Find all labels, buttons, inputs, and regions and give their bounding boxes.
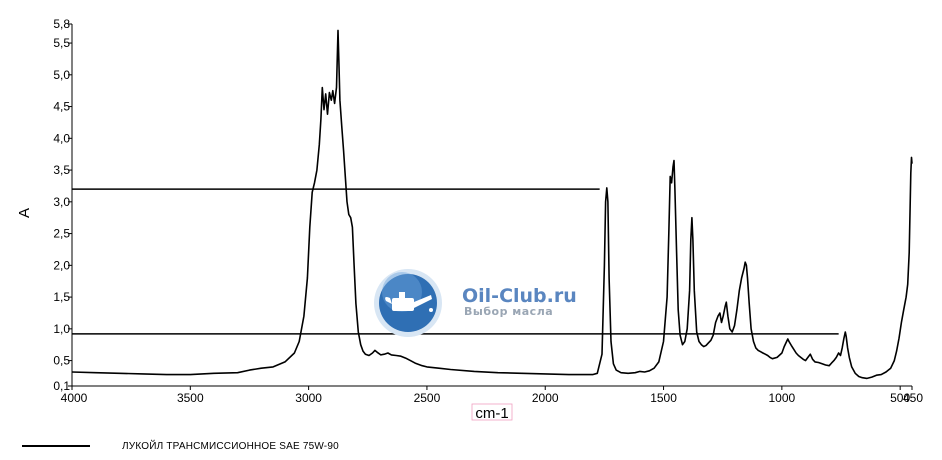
legend: ЛУКОЙЛ ТРАНСМИССИОННОЕ SAE 75W-90 xyxy=(22,438,339,454)
y-tick-label: 2,0 xyxy=(53,258,70,272)
x-tick-label: 2500 xyxy=(414,391,441,405)
legend-label: ЛУКОЙЛ ТРАНСМИССИОННОЕ SAE 75W-90 xyxy=(122,440,339,452)
y-tick-label: 1,0 xyxy=(53,322,70,336)
watermark-title: Oil-Club.ru xyxy=(462,285,577,307)
y-axis-title: A xyxy=(16,208,33,218)
y-ticks: 5,8 5,5 5,0 4,5 4,0 3,5 3,0 2,5 2,0 1,5 1,0 0,5 0,1 xyxy=(53,17,72,393)
x-tick-label: 500 xyxy=(890,391,910,405)
axes xyxy=(71,24,912,387)
y-tick-label: 0,5 xyxy=(53,354,70,368)
x-tick-label: 4000 xyxy=(61,391,88,405)
watermark: Oil-Club.ru Выбор масла xyxy=(374,269,577,337)
x-tick-label: 1000 xyxy=(769,391,796,405)
x-axis-title: cm-1 xyxy=(475,405,508,422)
y-tick-label: 2,5 xyxy=(53,227,70,241)
x-tick-label: 3000 xyxy=(295,391,322,405)
watermark-subtitle: Выбор масла xyxy=(464,305,553,318)
y-tick-label: 3,0 xyxy=(53,195,70,209)
series-line xyxy=(71,29,913,380)
y-tick-label: 1,5 xyxy=(53,290,70,304)
x-tick-label: 2000 xyxy=(532,391,559,405)
y-tick-label: 5,0 xyxy=(53,68,70,82)
legend-swatch xyxy=(22,445,90,447)
x-tick-label: 3500 xyxy=(177,391,204,405)
y-tick-label: 3,5 xyxy=(53,163,70,177)
y-tick-label: 4,0 xyxy=(53,131,70,145)
x-axis-title-box xyxy=(471,403,513,421)
y-tick-label: 4,5 xyxy=(53,100,70,114)
y-tick-label: 5,8 xyxy=(53,17,70,31)
x-tick-label: 450 xyxy=(903,391,923,405)
y-tick-label: 5,5 xyxy=(53,36,70,50)
reference-lines xyxy=(72,188,839,335)
oil-can-icon xyxy=(385,292,433,312)
x-tick-label: 1500 xyxy=(650,391,677,405)
y-tick-label: 0,1 xyxy=(53,379,70,393)
